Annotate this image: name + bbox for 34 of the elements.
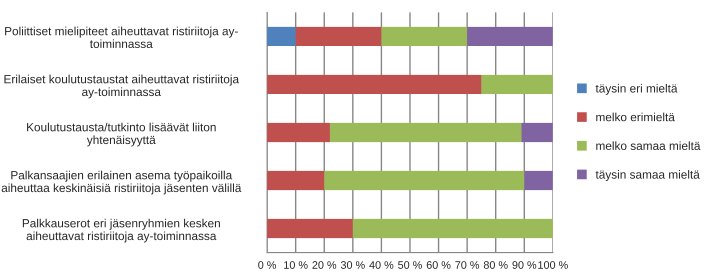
x-tick-label: 70 % [455, 261, 480, 269]
legend-label: melko samaa mieltä [596, 141, 700, 150]
legend-label: melko erimieltä [596, 112, 675, 122]
x-tick-label: 90 % [512, 261, 536, 269]
x-tick-label: 0 % [258, 261, 276, 269]
x-tick-label: 100 % [538, 261, 568, 269]
bar [330, 122, 522, 142]
x-tick-label: 20 % [312, 261, 336, 269]
x-tick-label: 40 % [369, 261, 394, 269]
x-tick-label: 30 % [340, 261, 365, 269]
bar [521, 122, 553, 142]
legend-label: täysin eri mieltä [596, 84, 678, 95]
bar [267, 26, 296, 46]
x-tick-label: 50 % [398, 261, 422, 269]
bar [267, 218, 353, 238]
bar [296, 26, 382, 46]
bar [267, 74, 482, 94]
bar [481, 74, 553, 94]
y-tick-label: Poliittiset mielipiteet aiheuttavat ristiriitoja ay- toiminnassa [5, 26, 238, 48]
bar [352, 218, 553, 238]
bar [267, 170, 324, 190]
bar [524, 170, 553, 190]
bar [467, 26, 553, 46]
y-tick-label: Palkansaajien erilainen asema työpaikoilla aiheuttaa keskinäisiä ristiriitoja jäsenten välillä [2, 170, 242, 194]
x-tick-label: 80 % [484, 261, 508, 269]
legend-label: täysin samaa mieltä [596, 170, 700, 182]
x-tick-label: 60 % [426, 261, 451, 269]
bar [381, 26, 468, 46]
y-tick-label: Koulutustausta/tutkinto lisäävät liiton yhtenäisyyttä [27, 122, 216, 146]
y-tick-label: Erilaiset koulutustaustat aiheuttavat ristiriitoja ay-toiminnassa [4, 74, 240, 98]
y-tick-label: Palkkauserot eri jäsenryhmien kesken aiheuttavat ristiriitoja ay-toiminnassa [22, 218, 220, 242]
x-tick-label: 10 % [284, 261, 308, 269]
bar [324, 170, 524, 190]
bar [267, 122, 330, 142]
